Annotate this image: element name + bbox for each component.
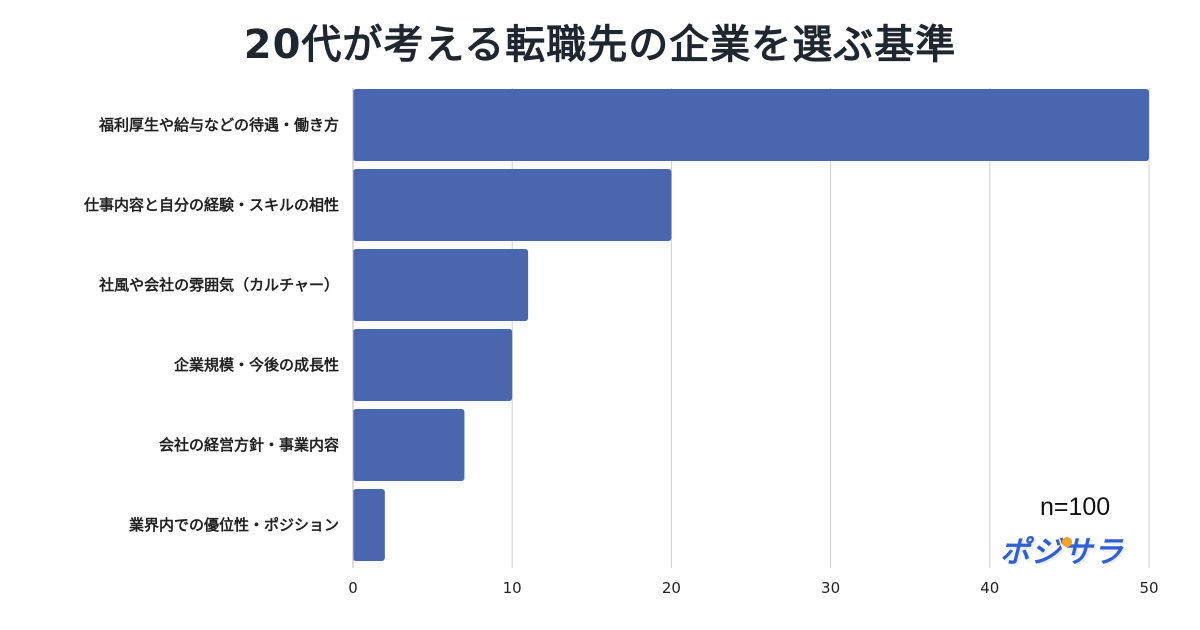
bar-1: [353, 169, 672, 241]
category-label-3: 企業規模・今後の成長性: [173, 356, 339, 374]
bar-5: [353, 489, 385, 561]
category-label-4: 会社の経営方針・事業内容: [159, 436, 339, 454]
sample-size-label: n=100: [1040, 493, 1111, 521]
x-tick-label-10: 10: [503, 579, 522, 597]
bar-4: [353, 409, 465, 481]
x-tick-label-0: 0: [348, 579, 358, 597]
x-tick-label-20: 20: [662, 579, 681, 597]
chart-title: 20代が考える転職先の企業を選ぶ基準: [243, 22, 957, 68]
x-tick-label-40: 40: [980, 579, 999, 597]
x-tick-label-50: 50: [1139, 579, 1158, 597]
logo-accent-dot: [1062, 537, 1072, 547]
bar-0: [353, 89, 1149, 161]
brand-logo: ポジサラ: [1000, 535, 1124, 570]
bar-3: [353, 329, 513, 401]
category-label-1: 仕事内容と自分の経験・スキルの相性: [83, 196, 339, 214]
category-label-5: 業界内での優位性・ポジション: [128, 516, 339, 534]
x-tick-label-30: 30: [821, 579, 840, 597]
bar-2: [353, 249, 529, 321]
category-label-0: 福利厚生や給与などの待遇・働き方: [98, 116, 339, 134]
category-label-2: 社風や会社の雰囲気（カルチャー）: [98, 276, 339, 294]
